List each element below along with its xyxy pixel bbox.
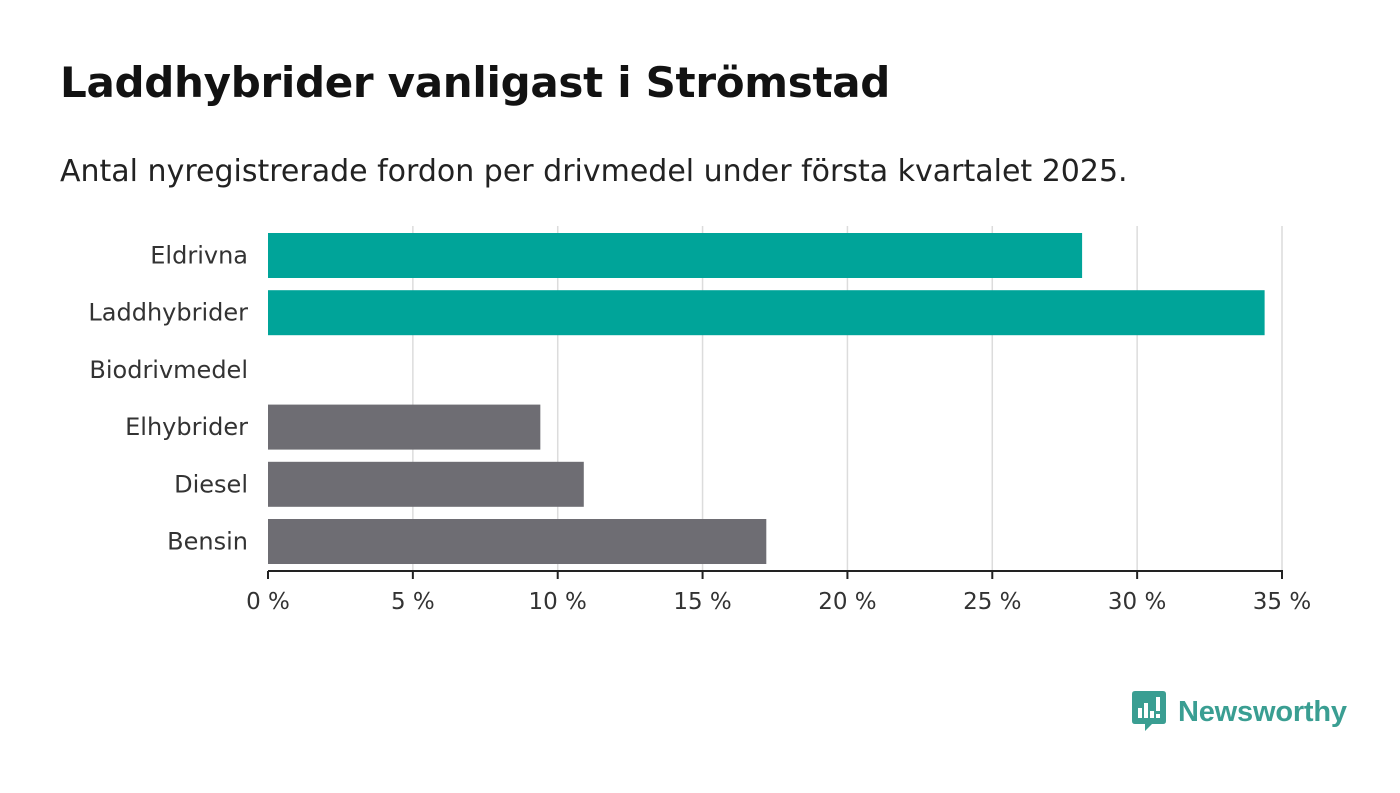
brand-logo[interactable]: Newsworthy [1132, 690, 1347, 734]
category-label: Eldrivna [150, 242, 248, 270]
category-label: Laddhybrider [88, 299, 248, 327]
x-tick-label: 15 % [673, 589, 731, 615]
bar [268, 233, 1083, 278]
bar [268, 461, 584, 507]
x-tick-label: 35 % [1253, 589, 1311, 615]
x-tick-label: 10 % [528, 589, 586, 615]
x-tick-label: 25 % [963, 589, 1021, 615]
x-tick-label: 30 % [1108, 589, 1166, 615]
chart-subtitle: Antal nyregistrerade fordon per drivmede… [60, 154, 1128, 189]
newsworthy-logo-icon [1132, 691, 1166, 731]
x-tick-label: 20 % [818, 589, 876, 615]
chart-title: Laddhybrider vanligast i Strömstad [60, 58, 891, 107]
category-label: Diesel [174, 470, 248, 498]
bar [268, 290, 1265, 336]
category-label: Elhybrider [125, 413, 248, 441]
x-axis: 0 % 5 % 10 % 15 % 20 % 25 % 30 % 35 % [246, 570, 1311, 615]
category-label: Biodrivmedel [89, 356, 248, 384]
category-labels: Eldrivna Laddhybrider Biodrivmedel Elhybrid… [88, 242, 248, 556]
bars [268, 233, 1265, 564]
category-label: Bensin [167, 528, 248, 556]
brand-name: Newsworthy [1178, 695, 1347, 728]
x-tick-label: 5 % [391, 589, 435, 615]
grid-lines [412, 226, 1283, 571]
bar [268, 404, 541, 450]
bar [268, 519, 767, 564]
x-tick-label: 0 % [246, 589, 290, 615]
